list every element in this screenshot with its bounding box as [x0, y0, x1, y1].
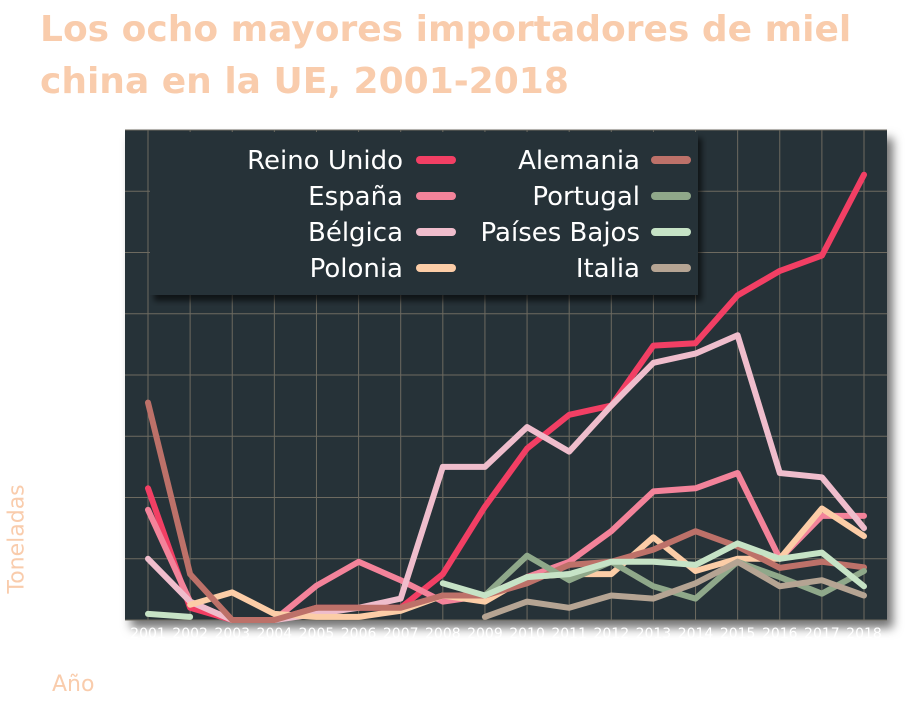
x-tick-label: 2014 — [678, 626, 714, 642]
x-tick-label: 2007 — [383, 626, 419, 642]
x-axis-label: Año — [52, 672, 95, 697]
series-lines — [145, 171, 867, 623]
x-tick-label: 2005 — [299, 626, 335, 642]
x-tick-label: 2016 — [762, 626, 798, 642]
y-axis-label: Toneladas — [4, 484, 30, 594]
y-tick-label: 2000 — [70, 486, 121, 510]
legend-label: Reino Unido — [247, 146, 403, 176]
y-tick-label: 6000 — [70, 241, 121, 265]
y-tick-label: 3000 — [70, 424, 121, 448]
y-tick-label: 8000 — [70, 118, 121, 142]
series-line — [145, 540, 867, 620]
legend-label: España — [308, 182, 403, 212]
legend: Reino Unido España Bélgica Polonia Alemania P… — [150, 132, 698, 295]
x-tick-label: 2015 — [720, 626, 756, 642]
x-tick-label: 2008 — [425, 626, 461, 642]
x-tick-label: 2002 — [172, 626, 208, 642]
y-tick-label: 5000 — [70, 302, 121, 326]
legend-label: Países Bajos — [481, 218, 640, 248]
legend-label: Alemania — [518, 146, 640, 176]
y-tick-labels: 0 1000 2000 3000 4000 5000 6000 7000 8000 — [70, 118, 121, 632]
y-tick-label: 7000 — [70, 179, 121, 203]
x-tick-label: 2018 — [846, 626, 882, 642]
y-tick-label: 1000 — [70, 547, 121, 571]
x-tick-label: 2006 — [341, 626, 377, 642]
legend-label: Polonia — [310, 254, 403, 284]
x-tick-label: 2011 — [551, 626, 587, 642]
series-line — [481, 558, 867, 620]
grid — [125, 129, 887, 621]
chart-title-line2: china en la UE, 2001-2018 — [40, 61, 569, 102]
x-tick-label: 2012 — [593, 626, 629, 642]
y-tick-label: 0 — [108, 608, 121, 632]
y-tick-label: 4000 — [70, 363, 121, 387]
x-tick-label: 2001 — [130, 626, 166, 642]
x-tick-label: 2013 — [636, 626, 672, 642]
x-tick-labels: 2001 2002 2003 2004 2005 2006 2007 2008 2009 2010… — [130, 626, 882, 642]
x-tick-label: 2004 — [257, 626, 293, 642]
legend-label: Bélgica — [308, 218, 403, 248]
x-tick-label: 2010 — [509, 626, 545, 642]
legend-label: Portugal — [532, 182, 640, 212]
x-tick-label: 2009 — [467, 626, 503, 642]
x-tick-label: 2017 — [804, 626, 840, 642]
chart-title: Los ocho mayores importadores de miel ch… — [40, 4, 900, 108]
legend-label: Italia — [576, 254, 640, 284]
chart-title-line1: Los ocho mayores importadores de miel — [40, 9, 852, 50]
x-tick-label: 2003 — [214, 626, 250, 642]
